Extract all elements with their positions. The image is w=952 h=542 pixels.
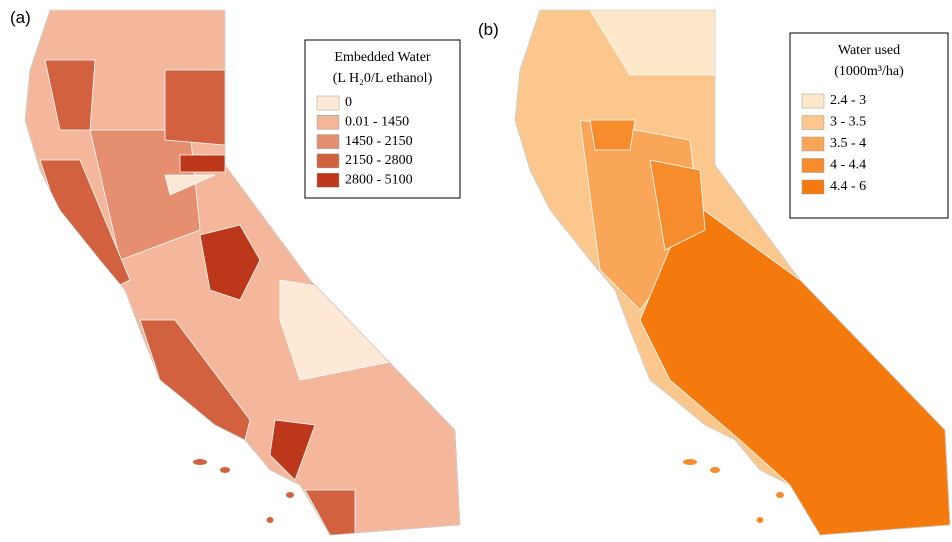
map (24, 9, 461, 536)
region (89, 129, 201, 261)
legend-swatch (316, 115, 340, 130)
legend-title: Water used (838, 43, 900, 58)
map (514, 9, 951, 536)
map-regions (25, 10, 460, 535)
region (269, 419, 316, 481)
legend-label: 2.4 - 3 (830, 93, 866, 108)
region (164, 174, 216, 196)
legend-swatch (316, 172, 340, 188)
legend-title: Embedded Water (334, 50, 431, 65)
legend-swatch (801, 179, 825, 195)
island (193, 459, 207, 465)
state-outline (514, 9, 951, 536)
island (683, 459, 697, 465)
legend-swatch (801, 158, 825, 173)
island (776, 492, 784, 498)
legend-swatch (316, 134, 340, 149)
panel-label: (b) (478, 20, 499, 39)
region (179, 154, 226, 173)
region (44, 59, 96, 131)
legend-label: 4 - 4.4 (830, 158, 866, 173)
region (164, 69, 226, 146)
region (649, 159, 706, 251)
legend-swatch (801, 93, 825, 109)
legend-swatch (801, 136, 825, 152)
legend-label: 3 - 3.5 (830, 115, 866, 130)
island (286, 492, 294, 498)
legend-subtitle: (L H₂0/L ethanol) (333, 71, 433, 86)
region (639, 199, 950, 535)
legend-subtitle: (1000m³/ha) (834, 64, 904, 79)
island (220, 467, 230, 473)
legend-label: 2800 - 5100 (345, 172, 413, 187)
legend-label: 0 (345, 95, 352, 110)
legend-swatch (316, 153, 340, 169)
legend-label: 4.4 - 6 (830, 179, 866, 194)
legend-label: 1450 - 2150 (345, 134, 413, 149)
legend-label: 3.5 - 4 (830, 136, 866, 151)
map-regions (515, 10, 950, 535)
region (199, 224, 261, 301)
legend-label: 2150 - 2800 (345, 153, 413, 168)
legend-label: 0.01 - 1450 (345, 115, 409, 130)
island (710, 467, 720, 473)
legend-swatch (316, 95, 340, 111)
state-outline (24, 9, 461, 536)
panel-label: (a) (10, 8, 31, 27)
region (304, 489, 356, 535)
island (266, 517, 274, 523)
legend-swatch (801, 115, 825, 130)
island (756, 517, 764, 523)
region (589, 119, 636, 151)
